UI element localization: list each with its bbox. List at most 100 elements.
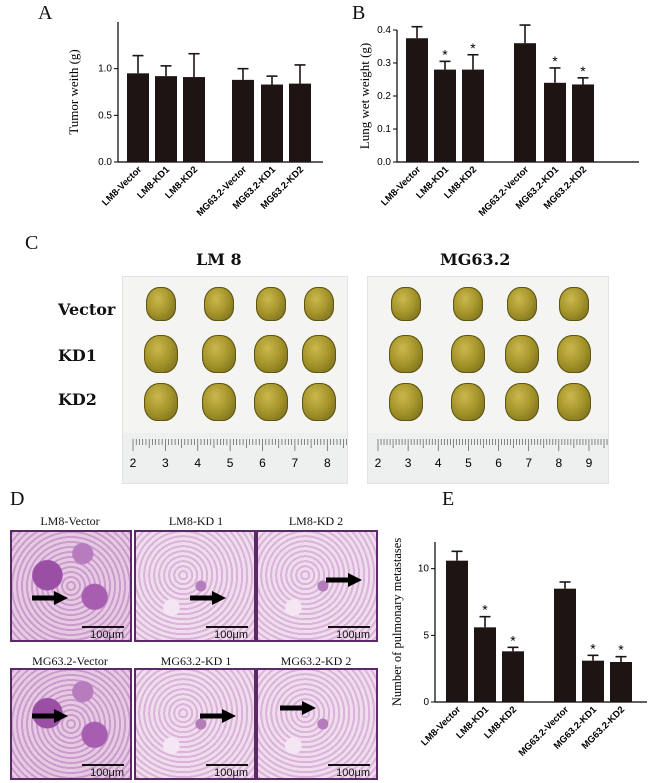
chart-e-pulmonary-metastases: 0 5 10 Number of pulmonary metastases LM8-Ve… [390,538,647,759]
histology-image: 100μm [10,668,132,780]
ruler-mg63: 2 3 4 5 6 7 8 9 [368,433,608,483]
scale-label: 100μm [214,767,248,779]
scale-bar [206,626,248,628]
scale-label: 100μm [90,629,124,641]
lung-specimen [254,383,288,421]
significance-star: * [618,642,624,658]
bar [434,69,456,162]
histology-image: 100μm [256,668,378,780]
lung-specimen [453,287,483,321]
arrow-icon [200,709,236,723]
row-label-kd1: KD1 [58,346,97,365]
bar [446,560,468,702]
significance-star: * [552,53,558,69]
row-label-vector: Vector [58,300,116,319]
bar [572,84,594,162]
lung-specimen [302,335,336,373]
y-axis-label: Number of pulmonary metastases [390,538,404,706]
panel-letter-c: C [25,232,39,254]
histology-image: 100μm [10,530,132,642]
category-label: MG63.2-Vector [195,164,250,219]
y-axis-label: Tumor weith (g) [66,49,81,134]
ruler-label: 4 [435,456,442,470]
y-tick-label: 0.3 [377,58,391,69]
lung-specimen [302,383,336,421]
ruler-label: 2 [130,456,137,470]
y-tick-label: 5 [423,630,429,641]
y-tick-label: 0.1 [377,124,391,135]
lung-specimen [144,335,178,373]
lung-specimen [559,287,589,321]
ruler-label: 7 [292,456,299,470]
histo-title-lm8-kd2: LM8-KD 2 [288,514,344,528]
significance-star: * [470,40,476,56]
scale-bar [206,764,248,766]
y-tick-label: 10 [418,564,430,575]
group-title-lm8: LM 8 [196,250,242,269]
category-label: LM8-Vector [419,704,463,748]
lung-specimen [507,287,537,321]
significance-star: * [590,640,596,656]
y-axis-label: Lung wet weight (g) [357,43,372,150]
lung-specimen [557,383,591,421]
lung-specimen [202,335,236,373]
arrow-icon [32,591,68,605]
significance-star: * [442,46,448,62]
scale-bar [328,626,370,628]
lung-specimen [146,287,176,321]
bar [289,83,311,162]
scale-bar [328,764,370,766]
histo-title-mg63-kd1: MG63.2-KD 1 [160,654,232,668]
category-label: LM8-Vector [379,164,423,208]
bar [610,662,632,702]
bar [155,76,177,162]
histo-title-mg63-kd2: MG63.2-KD 2 [280,654,352,668]
ruler-lm8: 2 3 4 5 6 7 8 [123,433,347,483]
lung-specimen [557,335,591,373]
arrow-icon [32,709,68,723]
scale-label: 100μm [214,629,248,641]
ruler-label: 9 [586,456,593,470]
lung-specimen [451,335,485,373]
scale-label: 100μm [336,629,370,641]
ruler-label: 4 [194,456,201,470]
ruler-label: 5 [465,456,472,470]
lung-photo-lm8: 2 3 4 5 6 7 8 [122,276,348,484]
panel-letter-d: D [10,488,25,510]
lung-photo-mg63: 2 3 4 5 6 7 8 9 [367,276,609,484]
significance-star: * [482,602,488,618]
bar [406,38,428,162]
ruler-body [123,433,347,483]
bar [232,79,254,162]
bar [544,82,566,162]
arrow-icon [326,573,362,587]
histo-title-lm8-vector: LM8-Vector [40,514,100,528]
bar [261,84,283,162]
group-title-mg63: MG63.2 [440,250,511,269]
lung-specimen [391,287,421,321]
arrow-icon [190,591,226,605]
ruler-label: 7 [525,456,532,470]
lung-specimen [204,287,234,321]
bar [554,588,576,702]
lung-specimen [256,287,286,321]
ruler-label: 6 [259,456,266,470]
ruler-label: 3 [405,456,412,470]
lung-specimen [505,335,539,373]
y-tick-label: 0.4 [377,25,391,36]
y-tick-label: 1.0 [98,64,112,75]
y-tick-label: 0 [423,697,429,708]
scale-label: 100μm [90,767,124,779]
bar [183,77,205,162]
y-tick-label: 0.2 [377,91,391,102]
lung-specimen [389,383,423,421]
ruler-label: 5 [227,456,234,470]
significance-star: * [580,63,586,79]
lung-specimen [254,335,288,373]
histo-title-lm8-kd1: LM8-KD 1 [168,514,224,528]
lung-specimen [304,287,334,321]
lung-specimen [505,383,539,421]
bar [462,69,484,162]
ruler-label: 6 [495,456,502,470]
